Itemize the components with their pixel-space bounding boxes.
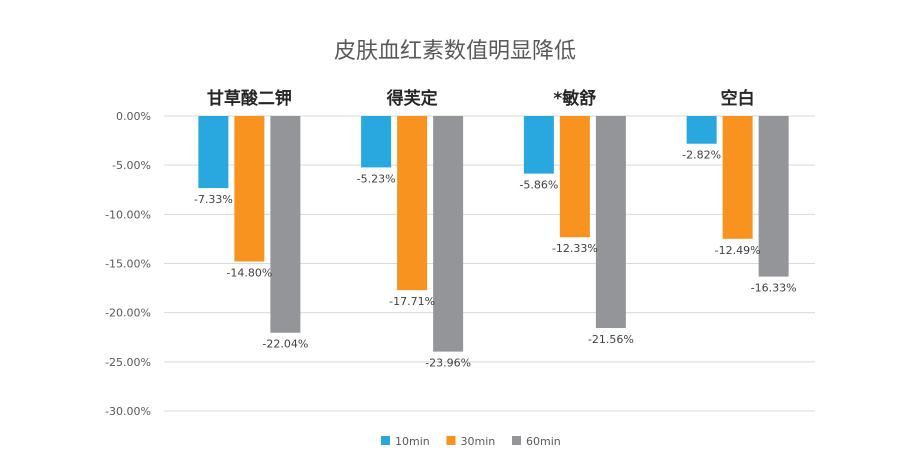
category-label: *敏舒 (553, 88, 596, 109)
data-label: -5.23% (357, 172, 396, 185)
bar-60min (595, 116, 626, 329)
y-tick-label: -5.00% (112, 159, 151, 172)
data-label: -21.56% (588, 333, 634, 346)
legend-label: 10min (395, 435, 430, 448)
bars (198, 116, 789, 352)
legend: 10min 30min 60min (381, 435, 561, 448)
category-label: 空白 (721, 88, 755, 109)
data-label: -22.04% (262, 338, 308, 351)
bar-10min (361, 116, 392, 168)
legend-swatch (446, 436, 456, 445)
y-tick-label: 0.00% (116, 110, 151, 123)
data-label: -12.49% (715, 244, 761, 257)
bar-10min (198, 116, 229, 189)
y-tick-label: -15.00% (105, 258, 151, 271)
y-tick-label: -20.00% (105, 307, 151, 320)
legend-swatch (512, 436, 521, 445)
data-label: -7.33% (194, 193, 233, 206)
bar-10min (686, 116, 717, 144)
bar-60min (758, 116, 789, 277)
category-label: 得芙定 (386, 88, 438, 109)
data-labels: -7.33% -14.80% -22.04% -5.23% -17.71% -23.96%… (194, 149, 797, 370)
data-label: -2.82% (682, 149, 721, 162)
data-label: -12.33% (552, 242, 598, 255)
chart-title: 皮肤血红素数值明显降低 (334, 39, 576, 64)
bar-60min (433, 116, 464, 352)
bar-30min (234, 116, 265, 262)
bar-30min (397, 116, 428, 291)
y-tick-label: -30.00% (105, 405, 151, 418)
y-tick-label: -10.00% (105, 208, 151, 221)
category-label: 甘草酸二钾 (207, 88, 292, 109)
data-label: -23.96% (425, 357, 471, 370)
data-label: -16.33% (751, 282, 797, 295)
data-label: -5.86% (519, 179, 558, 192)
bar-30min (559, 116, 590, 238)
y-axis: 0.00% -5.00% -10.00% -15.00% -20.00% -25.00% -… (105, 110, 151, 418)
category-labels: 甘草酸二钾 得芙定 *敏舒 空白 (207, 88, 755, 109)
bar-10min (523, 116, 554, 174)
bar-60min (270, 116, 301, 333)
bar-30min (722, 116, 753, 239)
y-tick-label: -25.00% (105, 356, 151, 369)
legend-label: 30min (461, 435, 496, 448)
data-label: -17.71% (389, 295, 435, 308)
legend-label: 60min (526, 435, 561, 448)
legend-swatch (381, 436, 390, 445)
data-label: -14.80% (226, 267, 272, 280)
